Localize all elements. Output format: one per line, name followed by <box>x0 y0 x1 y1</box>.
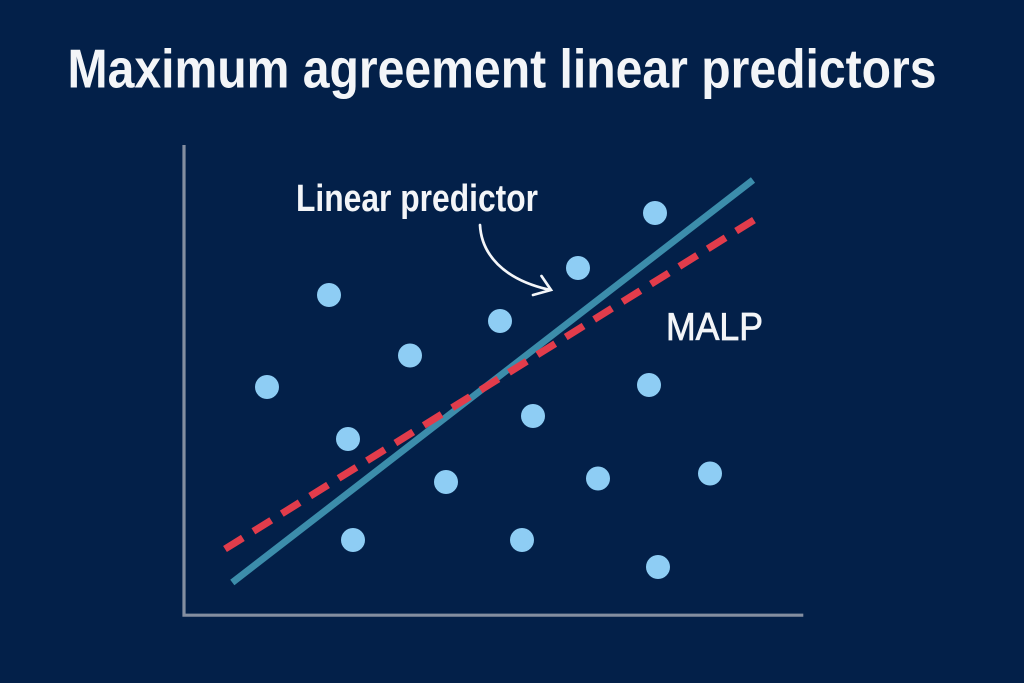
svg-text:Maximum agreement linear predi: Maximum agreement linear predictors <box>68 38 937 100</box>
svg-text:Linear predictor: Linear predictor <box>296 178 538 220</box>
svg-text:MALP: MALP <box>666 306 763 349</box>
